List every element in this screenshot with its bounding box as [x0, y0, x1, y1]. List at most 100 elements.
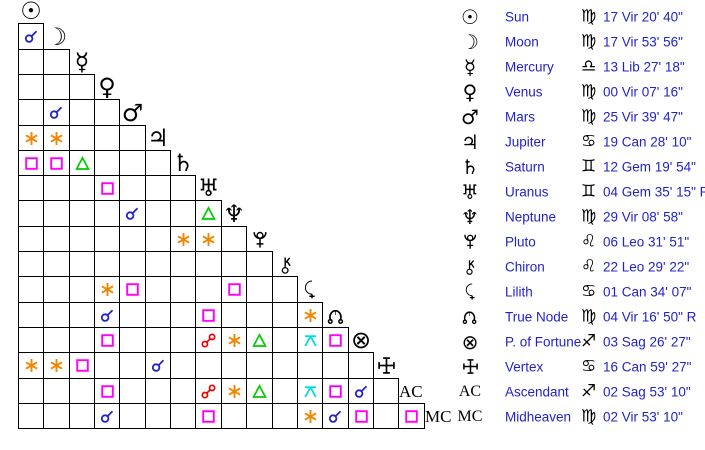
- conjunction-icon: [354, 384, 369, 399]
- square-icon: [24, 156, 39, 171]
- aspect-cell-square: [348, 403, 374, 429]
- pfortune-glyph-icon: ⊗: [461, 329, 479, 354]
- sextile-icon: [227, 384, 242, 399]
- can-sign-icon: ♋: [581, 356, 597, 376]
- lilith-glyph-icon: [297, 276, 323, 303]
- sextile-icon: [24, 131, 39, 146]
- aspect-cell-conjunction: [145, 352, 171, 379]
- saturn-glyph-icon: ♄: [461, 154, 479, 179]
- aspect-cell-conjunction: [119, 200, 146, 227]
- planet-position: 16 Can 59' 27": [603, 359, 692, 374]
- planet-name: True Node: [505, 309, 569, 324]
- truenode-glyph-icon: T: [455, 304, 485, 329]
- planet-position: 22 Leo 29' 22": [603, 259, 690, 274]
- sextile-icon: [49, 358, 64, 373]
- trine-icon: [74, 155, 90, 171]
- saturn-glyph-icon: ♄: [172, 149, 194, 177]
- aspect-cell-empty: [246, 403, 273, 429]
- gem-sign-icon: ♊: [581, 156, 597, 176]
- mars-glyph-icon: ♂: [121, 98, 144, 127]
- conjunction-icon: [125, 206, 140, 221]
- moon-glyph-icon: ☽: [461, 29, 479, 54]
- aspect-cell-trine: [195, 200, 222, 227]
- sag-sign-icon: ♐: [581, 381, 597, 401]
- neptune-glyph-icon: ♆: [461, 204, 479, 229]
- planet-name: Uranus: [505, 184, 549, 199]
- square-icon: [227, 282, 242, 297]
- aspect-cell-conjunction: [94, 302, 120, 328]
- sextile-icon: [201, 232, 216, 247]
- square-icon: [328, 384, 343, 399]
- table-row-moon: ☽ Moon ♍ 17 Vir 53' 56": [455, 29, 705, 54]
- aspect-cell-empty: [119, 403, 146, 429]
- conjunction-icon: [328, 409, 343, 424]
- square-icon: [201, 308, 216, 323]
- conjunction-icon: [151, 358, 166, 373]
- sextile-icon: [303, 409, 318, 424]
- planet-position: 06 Leo 31' 51": [603, 234, 690, 249]
- table-row-neptune: ♆ Neptune ♍ 29 Vir 08' 58": [455, 204, 705, 229]
- planet-position: 12 Gem 19' 54": [603, 159, 696, 174]
- aspect-cell-empty: [69, 251, 95, 277]
- sun-glyph-icon: ☉: [20, 0, 42, 25]
- aspect-cell-empty: [43, 251, 70, 277]
- sextile-icon: [24, 358, 39, 373]
- table-row-mars: ♂ Mars ♍ 25 Vir 39' 47": [455, 104, 705, 129]
- vir-sign-icon: ♍: [581, 206, 597, 226]
- square-icon: [404, 409, 419, 424]
- planet-name: Lilith: [505, 284, 533, 299]
- ac-glyph-icon: AC: [458, 382, 482, 400]
- planet-name: Vertex: [505, 359, 544, 374]
- uranus-glyph-icon: ♅: [197, 174, 220, 202]
- planet-position: 29 Vir 08' 58": [603, 209, 683, 224]
- sag-sign-icon: ♐: [581, 331, 597, 351]
- can-sign-icon: ♋: [581, 281, 597, 301]
- aspect-cell-empty: [145, 302, 171, 328]
- mars-glyph-icon: ♂: [461, 104, 479, 129]
- table-row-jupiter: ♃ Jupiter ♋ 19 Can 28' 10": [455, 129, 705, 154]
- mc-glyph-icon: MC: [457, 407, 483, 425]
- uranus-glyph-icon: ♅: [461, 179, 479, 204]
- aspect-cell-sextile: [221, 327, 247, 353]
- trine-icon: [252, 383, 267, 399]
- vir-sign-icon: ♍: [581, 406, 597, 426]
- svg-text:T: T: [332, 308, 338, 316]
- table-row-vertex: Vertex ♋ 16 Can 59' 27": [455, 354, 705, 379]
- planet-position: 00 Vir 07' 16": [603, 84, 683, 99]
- square-icon: [328, 333, 343, 348]
- square-icon: [75, 358, 90, 373]
- mc-glyph-icon: MC: [425, 406, 452, 426]
- aspect-cell-sextile: [297, 403, 323, 429]
- sextile-icon: [176, 232, 191, 247]
- table-row-pluto: Pluto ♌ 06 Leo 31' 51": [455, 229, 705, 254]
- trine-icon: [201, 206, 216, 221]
- trine-icon: [252, 332, 267, 348]
- lib-sign-icon: ♎: [581, 56, 597, 76]
- table-row-pfortune: ⊗ P. of Fortune ♐ 03 Sag 26' 27": [455, 329, 705, 354]
- aspect-cell-empty: [18, 200, 44, 227]
- planet-name: Neptune: [505, 209, 557, 224]
- vertex-glyph-icon: [455, 354, 485, 379]
- quincunx-icon: [303, 333, 318, 348]
- square-icon: [125, 282, 140, 297]
- planet-name: Saturn: [505, 159, 545, 174]
- planet-name: Sun: [505, 9, 530, 24]
- planet-name: Venus: [505, 84, 543, 99]
- planet-position: 03 Sag 26' 27": [603, 334, 691, 349]
- planet-name: P. of Fortune: [505, 334, 582, 349]
- square-icon: [201, 409, 216, 424]
- opposition-icon: [201, 332, 216, 348]
- can-sign-icon: ♋: [581, 131, 597, 151]
- table-row-chiron: Chiron ♌ 22 Leo 29' 22": [455, 254, 705, 279]
- square-icon: [100, 333, 115, 348]
- aspect-cell-empty: [272, 276, 298, 303]
- planet-position: 04 Gem 35' 15" R: [603, 184, 705, 199]
- planet-name: Jupiter: [505, 134, 546, 149]
- aspect-cell-empty: [18, 226, 44, 252]
- table-row-lilith: Lilith ♋ 01 Can 34' 07": [455, 279, 705, 304]
- vir-sign-icon: ♍: [581, 106, 597, 126]
- planet-name: Mars: [505, 109, 535, 124]
- leo-sign-icon: ♌: [581, 256, 597, 276]
- vir-sign-icon: ♍: [581, 306, 597, 326]
- vir-sign-icon: ♍: [581, 81, 597, 101]
